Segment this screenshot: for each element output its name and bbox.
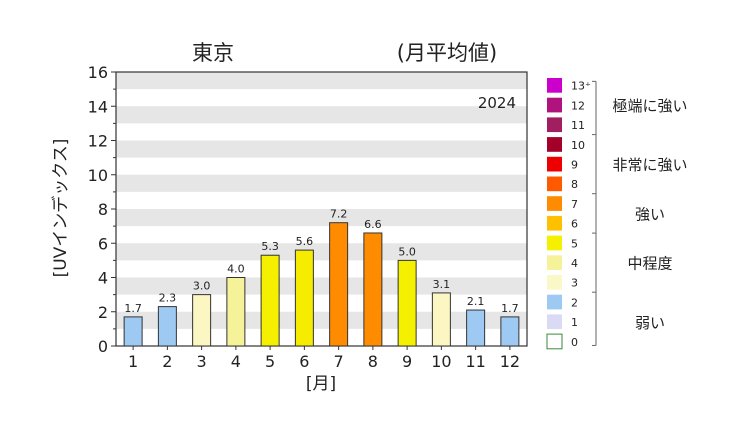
chart-title-period: (月平均値) bbox=[397, 41, 497, 65]
bar-value-label: 2.3 bbox=[159, 292, 177, 305]
legend-swatch bbox=[547, 294, 562, 310]
y-tick-label: 16 bbox=[88, 63, 108, 82]
x-tick-label: 4 bbox=[231, 352, 241, 371]
bar bbox=[431, 292, 451, 347]
grid-band bbox=[116, 72, 527, 90]
plot-area: 0 2 4 6 8 10 12 14 16 1.7 1 2.3 2 3.0 3 4.0 4 5.3 5 5.6 6 7.2… bbox=[88, 63, 528, 371]
legend-level-label: 12 bbox=[571, 99, 585, 112]
bar bbox=[329, 222, 349, 347]
legend-swatch bbox=[547, 137, 562, 152]
x-tick-label: 5 bbox=[265, 352, 275, 371]
bar-value-label: 1.7 bbox=[501, 302, 519, 315]
legend-level-label: 4 bbox=[571, 257, 578, 270]
x-tick-label: 2 bbox=[162, 352, 172, 371]
bar bbox=[123, 316, 143, 347]
bar-value-label: 6.6 bbox=[364, 218, 382, 231]
legend-category-label: 中程度 bbox=[627, 255, 672, 273]
y-axis-label: [UVインデックス] bbox=[50, 139, 71, 278]
bar-value-label: 7.2 bbox=[330, 208, 348, 221]
x-tick-label: 8 bbox=[368, 352, 378, 371]
grid-band bbox=[116, 311, 527, 329]
legend-swatch bbox=[547, 215, 562, 231]
bar bbox=[157, 306, 177, 347]
grid-band bbox=[116, 243, 527, 261]
legend-level-label: 10 bbox=[571, 139, 585, 152]
legend-level-label: 11 bbox=[571, 119, 585, 132]
bar-value-label: 5.3 bbox=[261, 240, 279, 253]
chart-title-city: 東京 bbox=[192, 41, 234, 65]
bar bbox=[466, 309, 486, 347]
x-tick-label: 1 bbox=[128, 352, 138, 371]
legend-level-label: 3 bbox=[571, 277, 578, 290]
legend-level-label: 13⁺ bbox=[571, 80, 591, 93]
x-tick-label: 9 bbox=[402, 352, 412, 371]
year-label: 2024 bbox=[478, 94, 516, 112]
y-tick-label: 12 bbox=[88, 132, 108, 151]
legend-level-label: 7 bbox=[571, 198, 578, 211]
x-tick-label: 6 bbox=[299, 352, 309, 371]
grid-band bbox=[116, 174, 527, 192]
bar bbox=[294, 249, 314, 347]
grid-band bbox=[116, 106, 527, 124]
x-tick-label: 7 bbox=[334, 352, 344, 371]
legend-category-label: 極端に強い bbox=[612, 97, 687, 115]
legend-level-label: 1 bbox=[571, 316, 578, 329]
bar bbox=[363, 232, 383, 347]
bar-value-label: 2.1 bbox=[467, 295, 485, 308]
y-tick-label: 14 bbox=[88, 97, 108, 116]
grid-band bbox=[116, 277, 527, 295]
legend-category-label: 弱い bbox=[635, 314, 665, 332]
legend-level-label: 2 bbox=[571, 296, 578, 309]
legend-swatch bbox=[547, 156, 562, 172]
bar-value-label: 4.0 bbox=[227, 263, 245, 276]
bar-value-label: 5.6 bbox=[296, 235, 314, 248]
legend-level-label: 9 bbox=[571, 159, 578, 172]
bar bbox=[192, 294, 212, 347]
bar-value-label: 5.0 bbox=[398, 245, 416, 258]
y-tick-label: 2 bbox=[98, 303, 108, 322]
legend-level-label: 5 bbox=[571, 237, 578, 250]
legend-swatch bbox=[547, 196, 562, 211]
bar-value-label: 1.7 bbox=[124, 302, 142, 315]
legend-swatch bbox=[547, 176, 562, 192]
bar bbox=[260, 254, 280, 347]
bar bbox=[397, 259, 417, 347]
y-tick-label: 4 bbox=[98, 269, 108, 288]
grid-band bbox=[116, 209, 527, 227]
y-tick-label: 10 bbox=[88, 166, 108, 185]
x-axis-label: [月] bbox=[306, 374, 336, 394]
legend-swatch bbox=[547, 97, 562, 113]
x-tick-label: 12 bbox=[500, 352, 520, 371]
legend-swatch bbox=[546, 333, 563, 350]
x-tick-label: 11 bbox=[465, 352, 485, 371]
legend-category-label: 非常に強い bbox=[612, 156, 687, 174]
x-tick-label: 10 bbox=[431, 352, 451, 371]
y-tick-label: 6 bbox=[98, 234, 108, 253]
legend-level-label: 6 bbox=[571, 218, 578, 231]
legend-swatch bbox=[547, 314, 562, 330]
legend-level-label: 8 bbox=[571, 178, 578, 191]
grid-band bbox=[116, 140, 527, 158]
bar bbox=[226, 277, 246, 347]
y-tick-label: 0 bbox=[98, 337, 108, 356]
legend-swatch bbox=[547, 235, 562, 251]
x-tick-label: 3 bbox=[197, 352, 207, 371]
bar-value-label: 3.1 bbox=[433, 278, 451, 291]
legend-swatch bbox=[547, 117, 562, 133]
legend-category-label: 強い bbox=[635, 205, 665, 223]
legend-swatch bbox=[547, 78, 562, 93]
bar bbox=[500, 316, 520, 347]
legend-swatch bbox=[547, 275, 562, 290]
y-tick-label: 8 bbox=[98, 200, 108, 219]
bar-value-label: 3.0 bbox=[193, 280, 211, 293]
legend-swatch bbox=[547, 255, 562, 270]
legend-level-label: 0 bbox=[571, 336, 578, 349]
